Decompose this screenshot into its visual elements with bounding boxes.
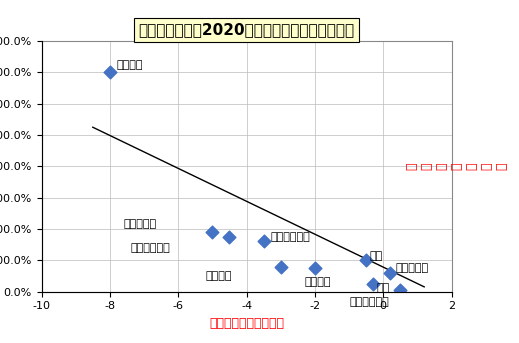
Text: 経営　ビジ心: 経営 ビジ心 [349, 297, 389, 308]
Point [225, 234, 234, 239]
Point [386, 270, 394, 275]
Text: 心理: 心理 [370, 250, 383, 261]
Point [369, 281, 377, 286]
Point [311, 265, 319, 271]
Text: 経営　マーケ: 経営 マーケ [130, 243, 170, 253]
Text: 経営　情シス: 経営 情シス [270, 232, 310, 242]
Point [396, 287, 404, 293]
Point [208, 229, 216, 235]
Text: 地域創造: 地域創造 [117, 60, 143, 70]
Text: 国際教養: 国際教養 [305, 277, 331, 287]
Point [106, 70, 114, 75]
Y-axis label: 合
格
者
数
昨
年
比: 合 格 者 数 昨 年 比 [405, 163, 509, 170]
Point [260, 239, 268, 244]
Title: 追手門学院大学2020年度公募推薦入試のまとめ: 追手門学院大学2020年度公募推薦入試のまとめ [139, 22, 354, 37]
Point [277, 264, 285, 269]
X-axis label: 合格最低得点率昨年差: 合格最低得点率昨年差 [209, 317, 284, 330]
Text: 国際日本: 国際日本 [206, 271, 232, 281]
Point [362, 258, 370, 263]
Text: 社会　社会: 社会 社会 [124, 219, 157, 229]
Text: 経営　法務: 経営 法務 [395, 263, 428, 273]
Text: 経済: 経済 [376, 283, 390, 293]
